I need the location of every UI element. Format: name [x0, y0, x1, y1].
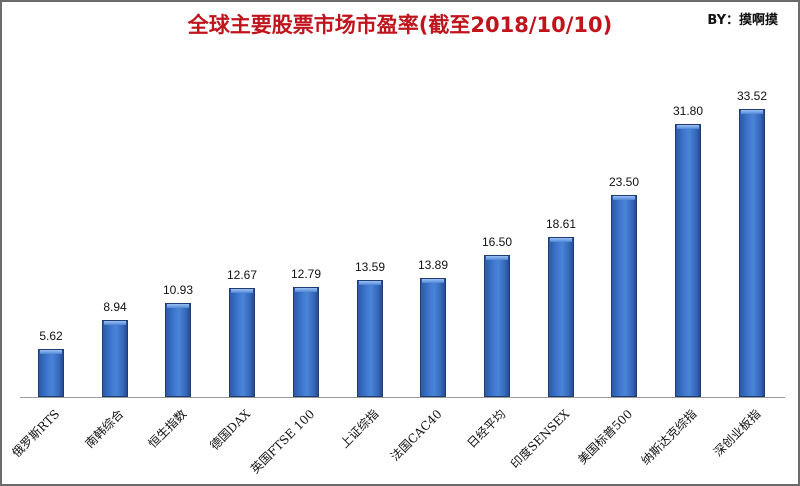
value-label: 12.79: [290, 267, 322, 281]
value-label: 16.50: [481, 235, 513, 249]
category-label: 美国标普500: [575, 406, 636, 467]
category-label: 英国FTSE 100: [248, 406, 318, 477]
author-byline: BY：摸啊摸: [707, 13, 778, 28]
x-axis-line: [20, 397, 785, 398]
category-label: 纳斯达克综指: [638, 406, 700, 468]
category-label: 印度SENSEX: [507, 406, 573, 472]
value-label: 31.80: [672, 104, 704, 118]
value-label: 12.67: [226, 268, 258, 282]
category-label: 俄罗斯RTS: [9, 406, 63, 460]
value-label: 23.50: [608, 175, 640, 189]
category-label: 德国DAX: [207, 406, 254, 453]
bar: [38, 349, 64, 397]
bar: [229, 288, 255, 397]
category-label: 南韩综合: [82, 406, 127, 451]
bar: [675, 124, 701, 397]
category-label: 日经平均: [464, 406, 509, 451]
bar: [102, 320, 128, 397]
value-label: 18.61: [545, 217, 577, 231]
value-label: 13.89: [417, 258, 449, 272]
bar: [484, 255, 510, 397]
value-label: 13.59: [354, 260, 386, 274]
bar: [293, 287, 319, 397]
bar: [165, 303, 191, 397]
category-label: 恒生指数: [145, 406, 190, 451]
category-label: 法国CAC40: [387, 406, 445, 464]
bar: [420, 278, 446, 397]
bar: [611, 195, 637, 397]
bar: [357, 280, 383, 397]
bar: [739, 109, 765, 397]
value-label: 8.94: [103, 300, 127, 314]
chart-title: 全球主要股票市场市盈率(截至2018/10/10): [187, 13, 613, 37]
bar: [548, 237, 574, 397]
category-label: 深创业板指: [710, 406, 764, 460]
category-label: 上证综指: [337, 406, 382, 451]
value-label: 5.62: [39, 329, 63, 343]
value-label: 33.52: [736, 89, 768, 103]
value-label: 10.93: [162, 283, 194, 297]
